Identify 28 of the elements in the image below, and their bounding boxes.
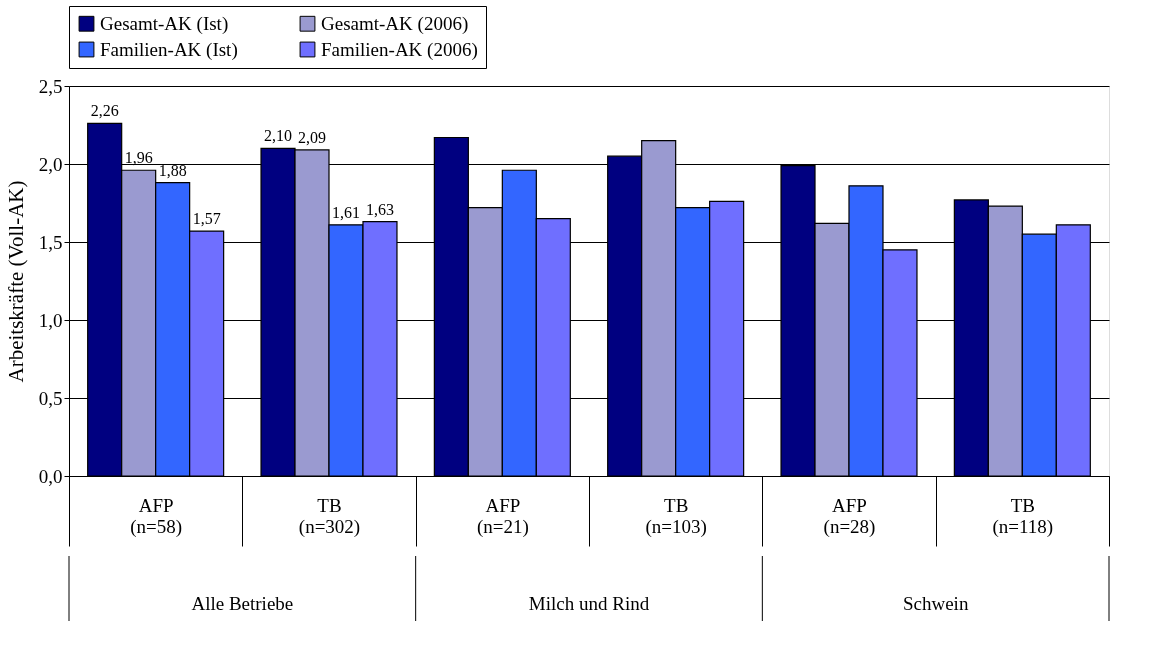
data-label: 2,26 [90, 102, 119, 120]
x-tick-label: AFP (n=58) [130, 494, 183, 538]
data-label: 1,63 [365, 200, 394, 218]
x-tick-label: TB (n=302) [298, 494, 361, 538]
y-axis-title: Arbeitskräfte (Voll-AK) [3, 180, 28, 383]
text: Milch und Rind [528, 593, 650, 614]
x-tick-label: AFP (n=21) [476, 494, 529, 538]
x-tick-label: AFP (n=28) [823, 494, 876, 538]
legend-label: Familien-AK (Ist) [100, 38, 238, 61]
x-tick-label: TB (n=103) [645, 494, 707, 538]
y-tick-label: 1,5 [38, 231, 63, 253]
legend-label: Gesamt-AK (2006) [321, 12, 469, 35]
y-tick-label: 0,5 [38, 387, 63, 409]
data-label: 1,88 [158, 161, 187, 179]
data-label: 1,61 [331, 203, 360, 221]
y-tick-label: 0,0 [38, 465, 63, 487]
data-label: 1,96 [124, 149, 153, 167]
y-tick-label: 2,5 [38, 75, 63, 97]
text: Schwein [902, 593, 969, 614]
legend-label: Gesamt-AK (Ist) [100, 12, 229, 35]
data-label: 1,57 [192, 210, 221, 228]
legend-label: Familien-AK (2006) [321, 38, 478, 61]
data-label: 2,10 [264, 127, 293, 145]
x-tick-label: TB (n=118) [992, 494, 1054, 538]
data-label: 2,09 [298, 128, 327, 146]
y-tick-label: 2,0 [38, 153, 63, 175]
text: Alle Betriebe [191, 593, 294, 614]
y-tick-label: 1,0 [38, 309, 63, 331]
